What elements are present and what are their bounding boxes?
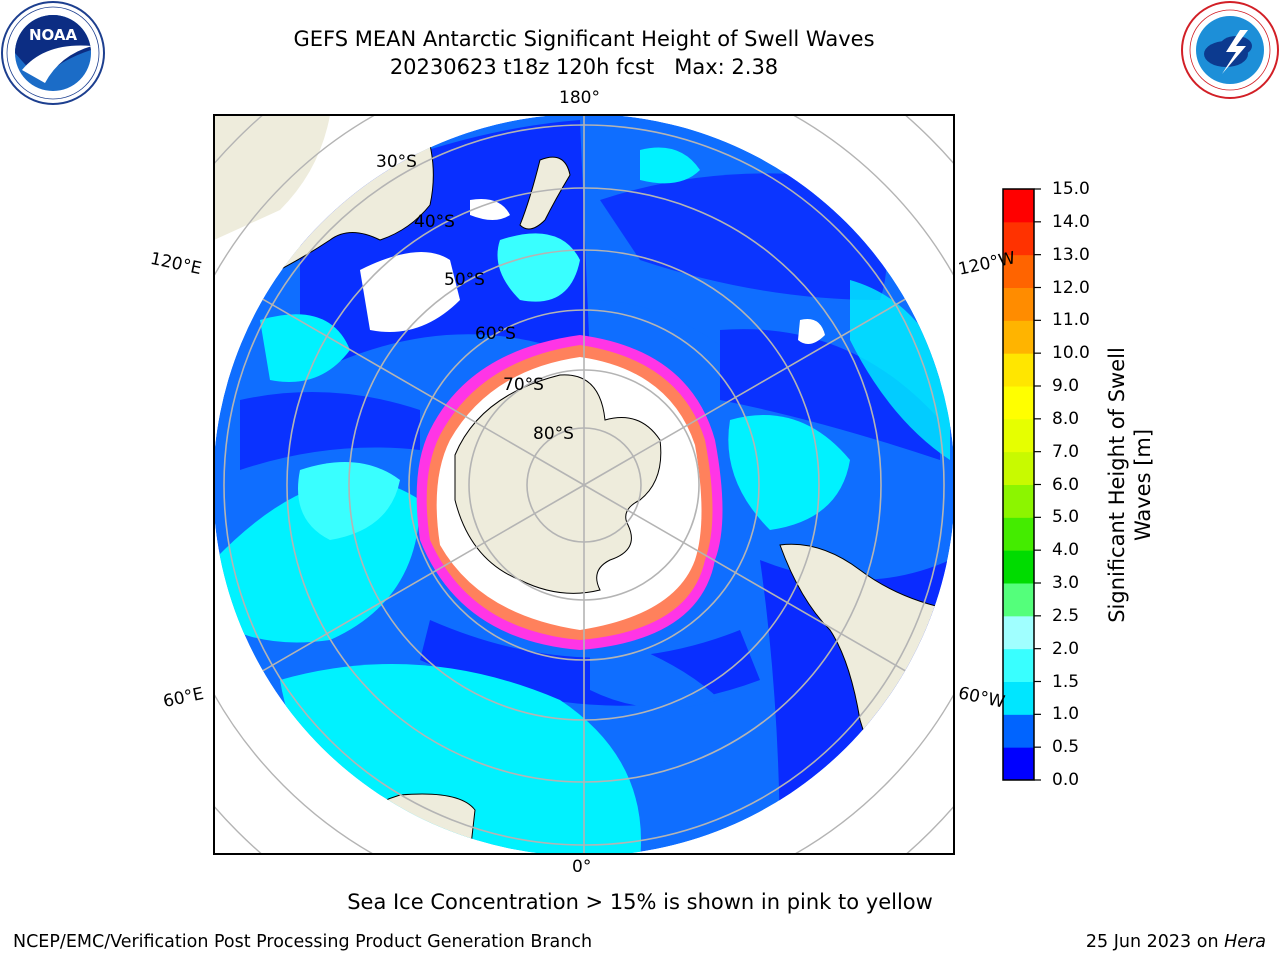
colorbar-tick-label: 11.0 — [1052, 310, 1090, 331]
colorbar-bin — [1003, 550, 1034, 584]
lat-label-80s: 80°S — [533, 424, 574, 444]
noaa-logo: NOAA — [1, 1, 105, 105]
colorbar-bin — [1003, 484, 1034, 518]
colorbar-tick-label: 5.0 — [1052, 507, 1080, 528]
colorbar-tick-label: 13.0 — [1052, 244, 1090, 265]
colorbar-tick-label: 0.0 — [1052, 770, 1080, 790]
colorbar-bin — [1003, 681, 1034, 715]
colorbar-bin — [1003, 320, 1034, 354]
colorbar-tick-label: 10.0 — [1052, 343, 1090, 364]
colorbar-bin — [1003, 451, 1034, 485]
colorbar-tick-label: 15.0 — [1052, 179, 1090, 199]
colorbar-tick-label: 2.0 — [1052, 638, 1080, 659]
colorbar-bin — [1003, 287, 1034, 321]
colorbar-tick-label: 3.0 — [1052, 573, 1080, 593]
colorbar-tick-label: 8.0 — [1052, 408, 1080, 429]
colorbar-tick-label: 1.5 — [1052, 671, 1080, 692]
lat-label-60s: 60°S — [475, 324, 516, 344]
colorbar-tick-label: 4.0 — [1052, 540, 1080, 561]
colorbar-tick-label: 1.0 — [1052, 704, 1080, 725]
colorbar-bin — [1003, 615, 1034, 650]
colorbar-bin — [1003, 353, 1034, 387]
colorbar-tick-label: 7.0 — [1052, 441, 1080, 462]
colorbar-tick-label: 6.0 — [1052, 474, 1080, 495]
lon-label-180: 180° — [559, 88, 600, 108]
new-zealand — [519, 156, 571, 230]
colorbar-bin — [1003, 221, 1034, 256]
noaa-logo-text: NOAA — [29, 26, 78, 44]
colorbar-tick-label: 14.0 — [1052, 211, 1090, 232]
map-frame — [213, 114, 955, 855]
footer-host: Hera — [1224, 932, 1266, 952]
lat-label-70s: 70°S — [503, 375, 544, 395]
chart-title: GEFS MEAN Antarctic Significant Height o… — [293, 27, 875, 51]
colorbar-tick-label: 2.5 — [1052, 605, 1080, 626]
colorbar-bin — [1003, 386, 1034, 420]
lat-label-30s: 30°S — [376, 152, 417, 172]
colorbar-bin — [1003, 254, 1034, 288]
colorbar-tick-label: 9.0 — [1052, 376, 1080, 396]
lat-label-50s: 50°S — [444, 270, 485, 290]
colorbar — [1003, 188, 1041, 781]
nws-logo — [1181, 1, 1279, 99]
chart-subtitle: 20230623 t18z 120h fcst Max: 2.38 — [389, 55, 779, 79]
colorbar-tick-label: 12.0 — [1052, 277, 1090, 298]
graticule — [214, 115, 954, 854]
colorbar-bin — [1003, 747, 1034, 781]
colorbar-bin — [1003, 714, 1034, 748]
colorbar-tick-label: 0.5 — [1052, 737, 1080, 758]
footer-credit: NCEP/EMC/Verification Post Processing Pr… — [13, 932, 593, 952]
sea-ice-note: Sea Ice Concentration > 15% is shown in … — [347, 890, 933, 914]
colorbar-bin — [1003, 418, 1034, 453]
footer-date: 25 Jun 2023 on Hera — [1086, 932, 1266, 952]
lat-label-40s: 40°S — [414, 212, 455, 232]
colorbar-label-line1: Significant Height of Swell — [1105, 347, 1129, 623]
colorbar-bin — [1003, 517, 1034, 551]
colorbar-bin — [1003, 189, 1034, 223]
colorbar-bin — [1003, 648, 1034, 682]
colorbar-bin — [1003, 583, 1034, 617]
footer-date-text: 25 Jun 2023 on — [1085, 932, 1219, 952]
colorbar-label: Significant Height of Swell Waves [m] — [1104, 347, 1156, 623]
lon-label-0: 0° — [572, 857, 592, 877]
colorbar-label-line2: Waves [m] — [1131, 428, 1155, 542]
colorbar-frame — [1002, 188, 1035, 781]
